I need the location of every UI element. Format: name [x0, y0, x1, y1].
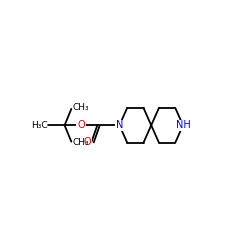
Text: O: O	[77, 120, 85, 130]
Text: CH₃: CH₃	[73, 138, 89, 147]
Text: CH₃: CH₃	[73, 103, 89, 112]
Text: O: O	[84, 137, 91, 147]
Text: NH: NH	[176, 120, 190, 130]
Text: H₃C: H₃C	[31, 121, 47, 130]
Text: N: N	[116, 120, 123, 130]
